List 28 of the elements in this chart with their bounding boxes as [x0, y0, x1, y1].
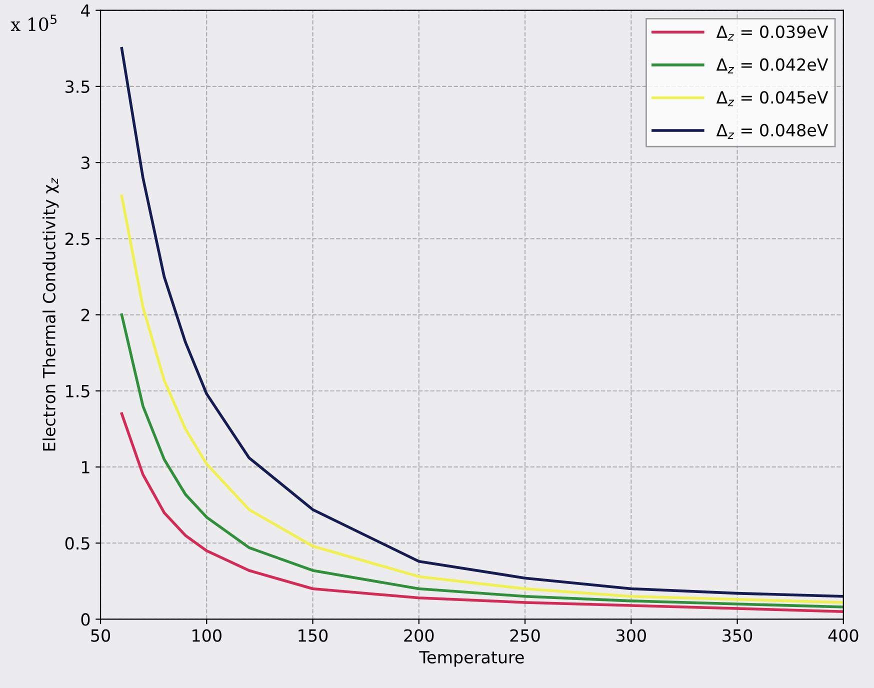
line-series	[120, 412, 844, 613]
legend-label: Δ$_{z}$ = 0.042eV	[716, 58, 828, 74]
x-tick-label: 100	[192, 629, 222, 642]
x-tick-label: 300	[616, 629, 646, 642]
y-tick-label: 0.5	[65, 537, 90, 550]
legend-label: Δ$_{z}$ = 0.039eV	[716, 25, 828, 41]
x-tick-label: 200	[404, 629, 434, 642]
legend-label: Δ$_{z}$ = 0.045eV	[716, 91, 828, 106]
x-tick-label: 350	[722, 629, 752, 642]
legend-label: Δ$_{z}$ = 0.048eV	[716, 124, 828, 139]
x-tick-label: 50	[91, 629, 110, 642]
x-tick-label: 250	[510, 629, 540, 642]
line-series	[120, 313, 844, 608]
line-series	[120, 194, 844, 604]
y-tick-label: 3.5	[66, 80, 90, 93]
text: x 10$^{5}$	[10, 14, 56, 32]
x-tick-label: 150	[298, 629, 328, 642]
y-tick-label: 2	[81, 308, 90, 322]
y-tick-label: 4	[81, 4, 90, 17]
y-tick-label: 1	[82, 461, 90, 474]
y-tick-label: 3	[81, 156, 90, 170]
x-axis-title: Temperature	[419, 651, 524, 667]
y-axis-title: Electron Thermal Conductivity χ$_{z}$	[42, 178, 59, 451]
line-series	[120, 46, 844, 598]
y-tick-label: 1.5	[66, 385, 90, 398]
y-tick-label: 2.5	[66, 232, 90, 246]
x-tick-label: 400	[828, 629, 858, 642]
y-tick-label: 0	[81, 613, 90, 626]
